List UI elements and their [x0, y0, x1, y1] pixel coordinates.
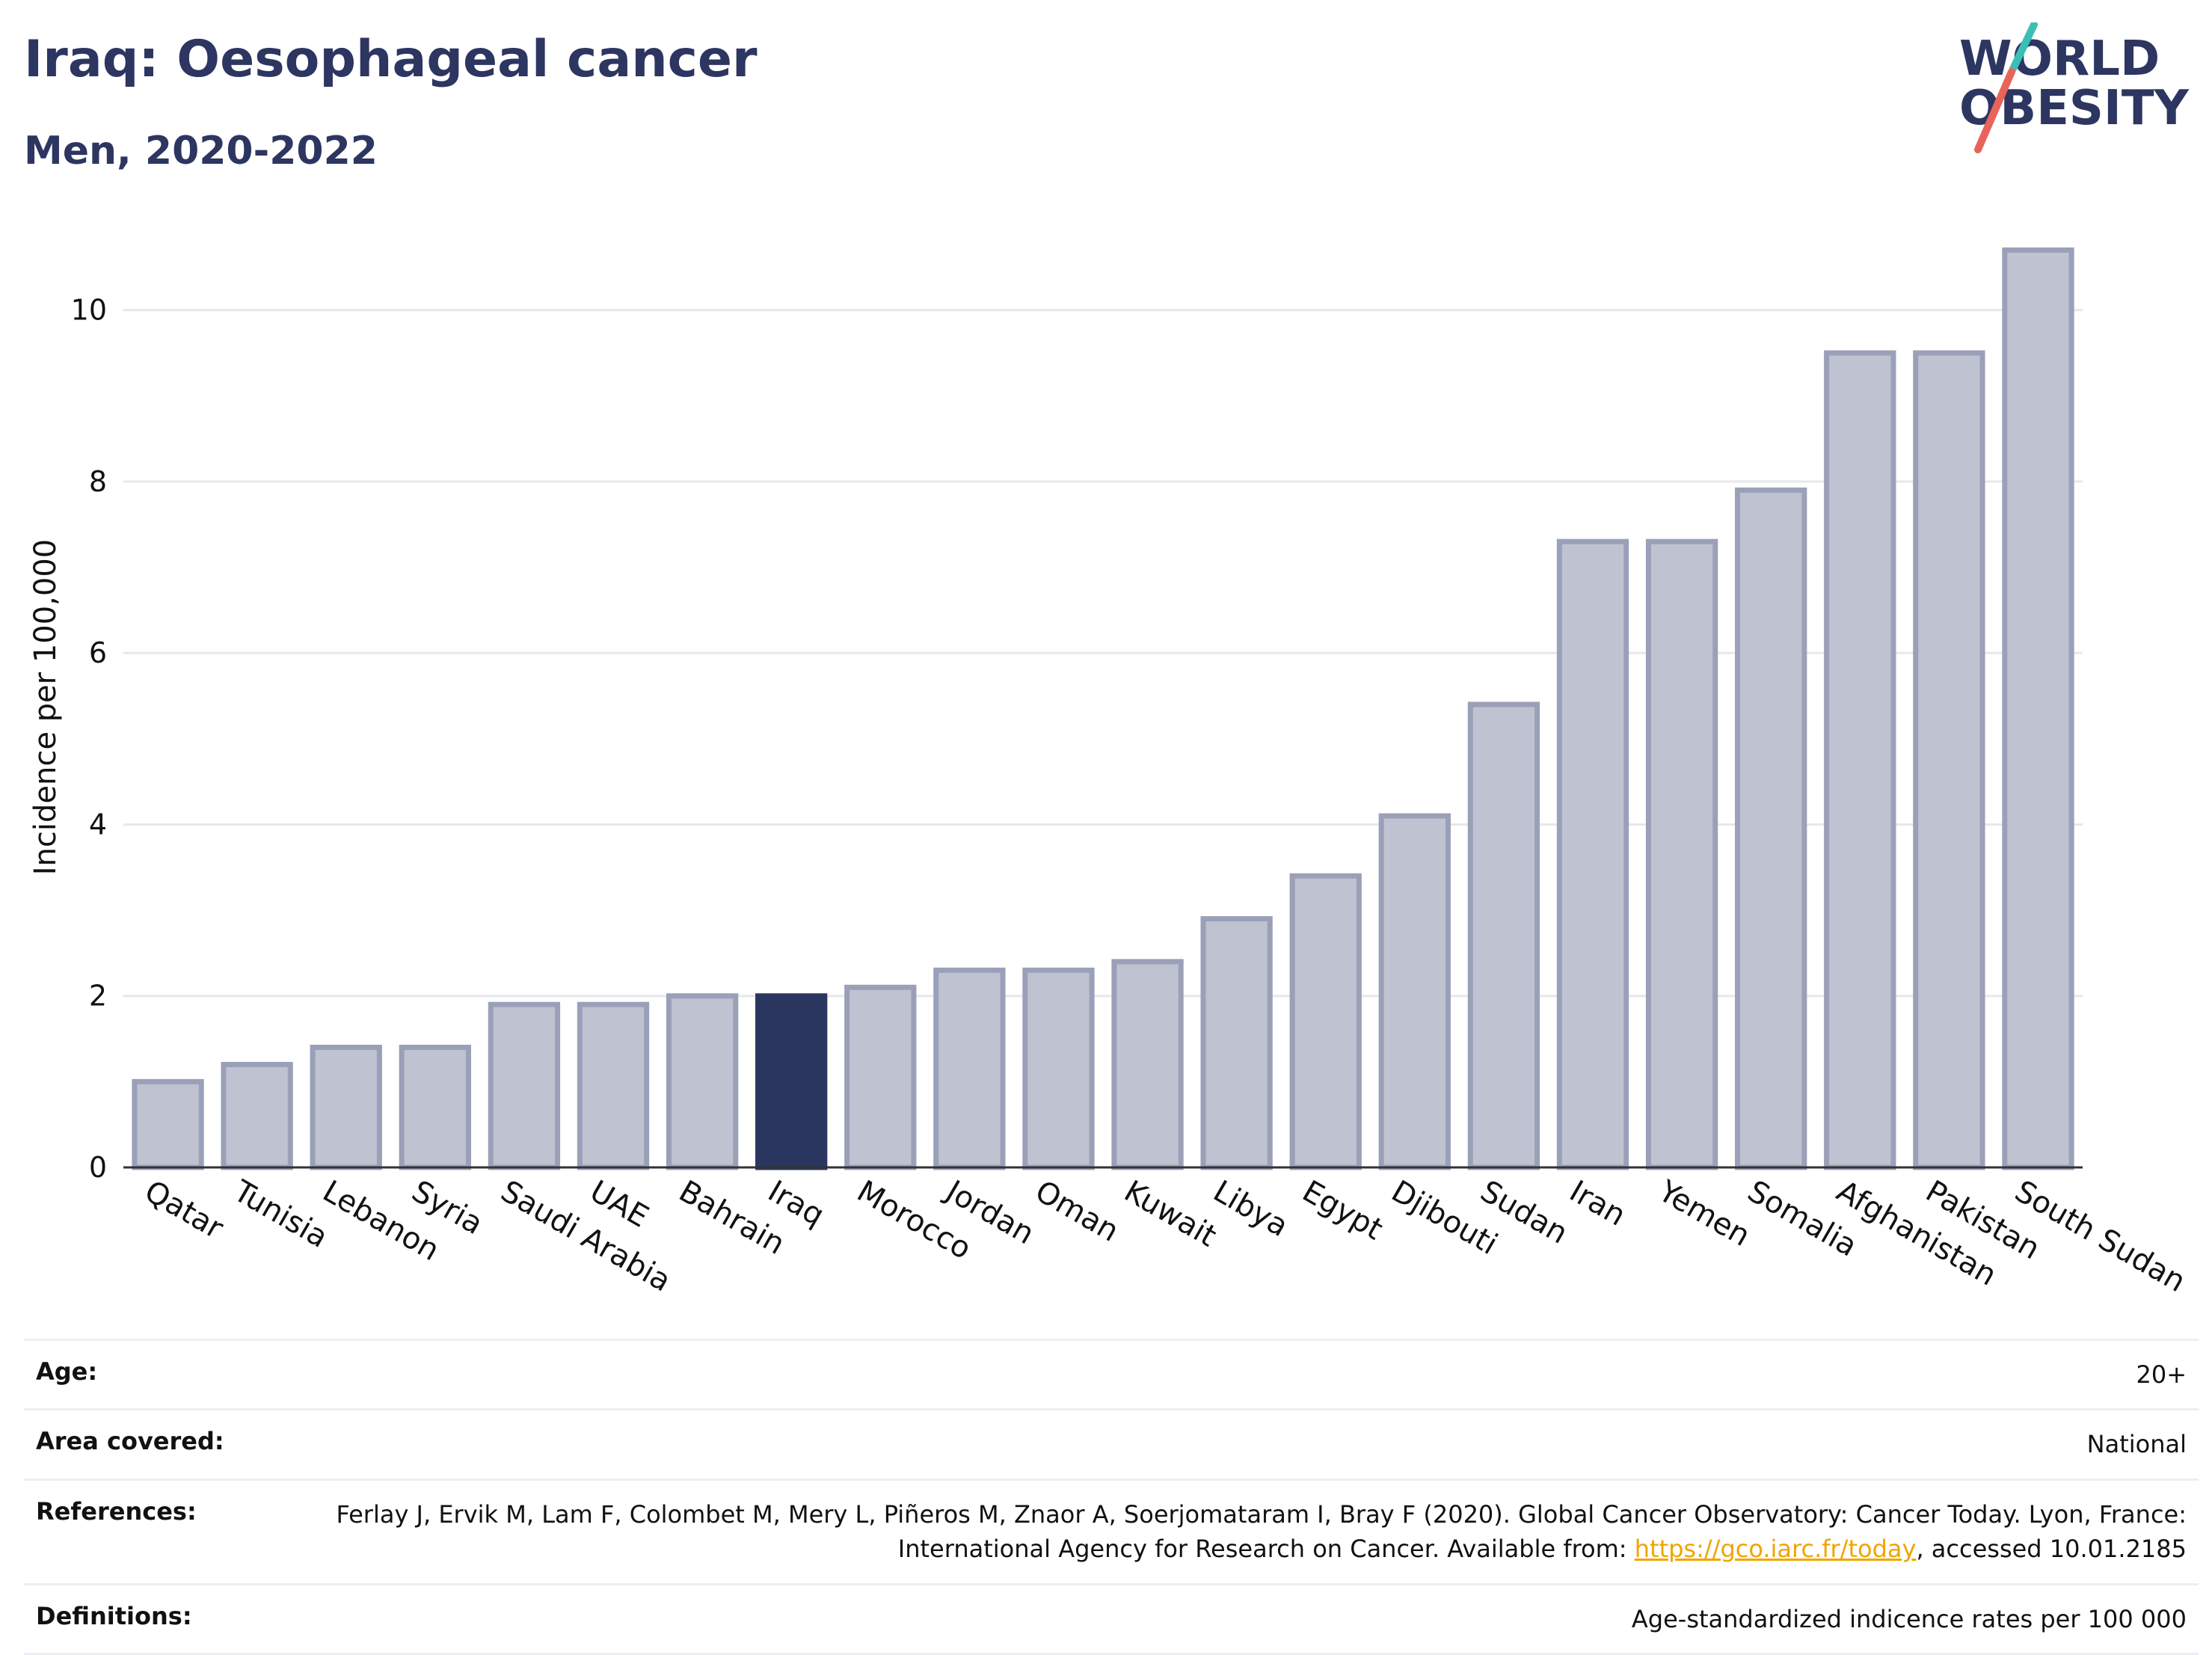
- x-category-label: Qatar: [139, 1174, 230, 1246]
- bar: [1913, 350, 1985, 1170]
- bars: [132, 247, 2074, 1170]
- definitions-value: Age-standardized indicence rates per 100…: [1631, 1604, 2187, 1633]
- info-row-references: References: Ferlay J, Ervik M, Lam F, Co…: [24, 1478, 2199, 1583]
- bar: [1289, 873, 1362, 1170]
- bar: [221, 1061, 293, 1170]
- page-subtitle: Men, 2020-2022: [24, 129, 378, 174]
- y-tick-label: 0: [89, 1151, 107, 1184]
- bar-highlight: [755, 993, 828, 1170]
- bar: [1824, 350, 1896, 1170]
- bar: [1378, 813, 1451, 1170]
- info-table: Age: 20+ Area covered: National Referenc…: [24, 1339, 2199, 1655]
- bar: [1200, 916, 1273, 1170]
- info-row-age: Age: 20+: [24, 1339, 2199, 1408]
- page-title: Iraq: Oesophageal cancer: [24, 30, 758, 89]
- bar: [577, 1001, 650, 1170]
- y-axis-label: Incidence per 100,000: [28, 539, 63, 876]
- bar: [1556, 538, 1629, 1170]
- age-value: 20+: [2136, 1360, 2187, 1389]
- bar: [1735, 487, 1807, 1170]
- bar: [2002, 247, 2074, 1170]
- y-tick-labels: 0 2 4 6 8 10: [71, 294, 107, 1184]
- x-category-label: Egypt: [1297, 1174, 1389, 1247]
- x-category-label: Saudi Arabia: [495, 1174, 677, 1299]
- bar: [933, 967, 1006, 1170]
- logo-red-stroke: [1974, 68, 2015, 153]
- area-value: National: [2086, 1430, 2187, 1459]
- y-tick-label: 2: [89, 980, 107, 1013]
- bar: [310, 1045, 382, 1170]
- references-label: References:: [36, 1496, 197, 1526]
- bar: [1467, 701, 1540, 1170]
- world-obesity-logo: WORLD OBESITY: [1959, 22, 2189, 153]
- area-label: Area covered:: [36, 1427, 224, 1456]
- y-tick-label: 10: [71, 294, 107, 327]
- bar: [132, 1078, 204, 1170]
- bar: [844, 984, 917, 1170]
- x-category-label: Libya: [1208, 1174, 1294, 1244]
- logo-line1: WORLD: [1959, 31, 2160, 87]
- y-tick-label: 4: [89, 808, 107, 841]
- definitions-label: Definitions:: [36, 1601, 192, 1630]
- references-link[interactable]: https://gco.iarc.fr/today: [1634, 1535, 1917, 1564]
- age-label: Age:: [36, 1357, 98, 1386]
- bar: [1111, 959, 1184, 1170]
- references-accessed: , accessed 10.01.2185: [1916, 1535, 2187, 1564]
- x-category-label: Kuwait: [1119, 1174, 1223, 1254]
- bar: [1022, 967, 1095, 1170]
- bar: [666, 993, 739, 1170]
- y-tick-label: 8: [89, 465, 107, 498]
- references-text: Ferlay J, Ervik M, Lam F, Colombet M, Me…: [336, 1499, 2187, 1564]
- x-category-label: Tunisia: [227, 1173, 334, 1255]
- x-category-label: Iran: [1564, 1174, 1632, 1233]
- info-row-area: Area covered: National: [24, 1408, 2199, 1478]
- logo-teal-stroke: [2009, 22, 2038, 73]
- info-row-definitions: Definitions: Age-standardized indicence …: [24, 1582, 2199, 1655]
- x-category-label: Oman: [1029, 1174, 1124, 1249]
- references-value: Ferlay J, Ervik M, Lam F, Colombet M, Me…: [317, 1497, 2187, 1567]
- bar: [1645, 538, 1718, 1170]
- bar: [399, 1045, 471, 1170]
- x-category-label: Yemen: [1652, 1173, 1756, 1253]
- bar: [488, 1001, 561, 1170]
- y-tick-label: 6: [89, 636, 107, 669]
